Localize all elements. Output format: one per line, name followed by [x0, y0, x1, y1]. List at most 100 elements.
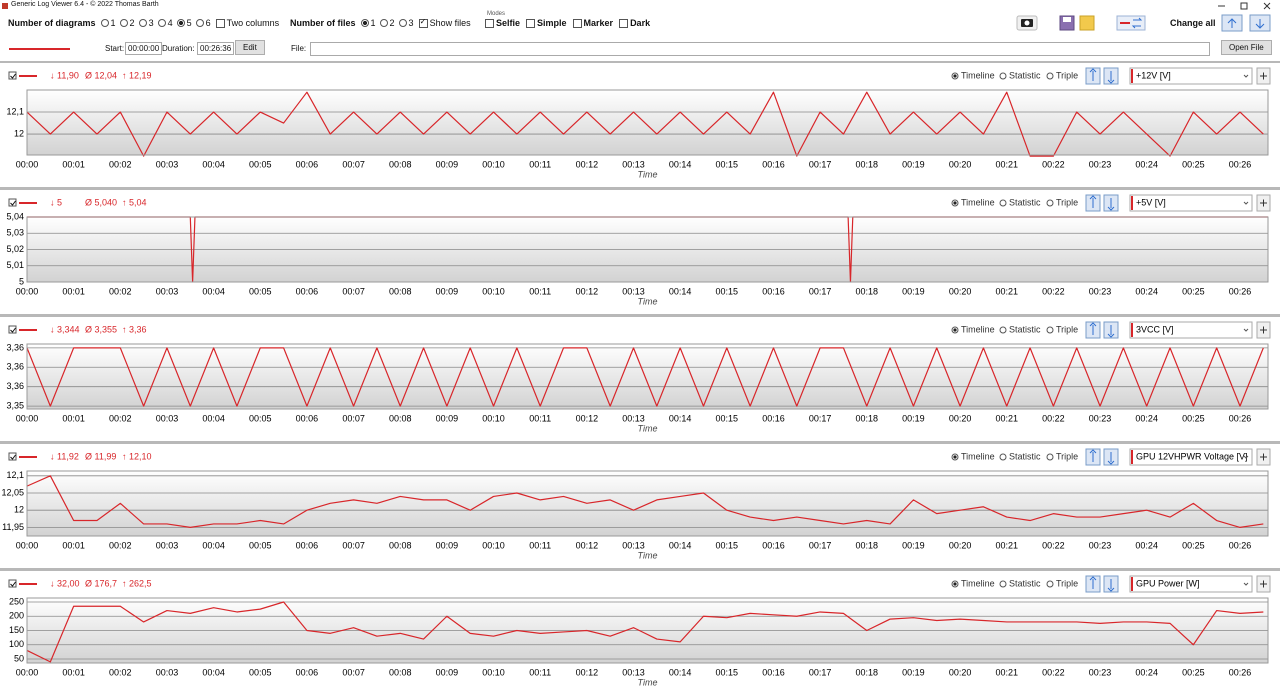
radio-button[interactable] [119, 19, 128, 27]
checkbox-box[interactable] [619, 18, 629, 28]
radio-button[interactable] [999, 580, 1007, 588]
view-mode-label: Statistic [1009, 324, 1041, 334]
x-tick-label: 00:13 [622, 667, 645, 677]
x-tick-label: 00:01 [62, 286, 85, 296]
radio-option[interactable]: 3 [138, 18, 154, 28]
x-tick-label: 00:07 [342, 159, 365, 169]
stat-value: ↓ 5 [50, 197, 62, 207]
radio-button[interactable] [176, 19, 185, 27]
radio-button[interactable] [1046, 72, 1054, 80]
file-field[interactable] [310, 42, 1210, 56]
series-dropdown[interactable] [1129, 321, 1253, 339]
mode-option[interactable]: Simple [526, 18, 567, 28]
plot-border [26, 343, 1269, 410]
radio-button[interactable] [138, 19, 147, 27]
save-button[interactable] [1059, 15, 1075, 31]
series-dropdown[interactable] [1129, 448, 1253, 466]
checkbox-box[interactable] [572, 18, 582, 28]
radio-button[interactable] [1046, 326, 1054, 334]
x-tick-label: 00:01 [62, 413, 85, 423]
mode-option[interactable]: Dark [619, 18, 650, 28]
radio-option[interactable]: 1 [360, 18, 376, 28]
x-tick-label: 00:20 [949, 413, 972, 423]
x-tick-label: 00:08 [389, 413, 412, 423]
label: Number of files [290, 18, 356, 28]
checkbox[interactable]: Two columns [215, 18, 279, 28]
separator [0, 187, 1280, 190]
series-dropdown[interactable] [1129, 67, 1253, 85]
modes-label: Modes [487, 11, 506, 17]
series-color-bar [1131, 323, 1133, 337]
separator [0, 314, 1280, 317]
series-color-bar [1131, 450, 1133, 464]
open-file-button[interactable]: Open File [1221, 40, 1272, 55]
radio-button[interactable] [999, 72, 1007, 80]
stat-value: Ø 5,040 [85, 197, 117, 207]
radio-button[interactable] [999, 453, 1007, 461]
radio-option[interactable]: 5 [176, 18, 192, 28]
series-dropdown[interactable] [1129, 575, 1253, 593]
x-tick-label: 00:25 [1182, 159, 1205, 169]
series-dropdown[interactable] [1129, 194, 1253, 212]
open-button[interactable] [1079, 15, 1095, 31]
camera-button[interactable] [1016, 15, 1038, 31]
edit-button[interactable]: Edit [235, 40, 265, 55]
y-tick-label: 150 [9, 625, 24, 635]
checkbox-box[interactable] [8, 71, 17, 80]
duration-field[interactable]: 00:26:36 [197, 42, 235, 55]
mode-option[interactable]: Marker [572, 18, 613, 28]
x-tick-label: 00:20 [949, 159, 972, 169]
checkbox-box[interactable] [8, 452, 17, 461]
checkbox-box[interactable] [215, 18, 225, 28]
plus-icon [1260, 453, 1267, 461]
x-tick-label: 00:10 [482, 159, 505, 169]
radio-button[interactable] [157, 19, 166, 27]
move-up-all-button[interactable] [1221, 14, 1243, 32]
plot-border [26, 470, 1269, 537]
y-tick-label: 12,1 [6, 106, 24, 116]
radio-option[interactable]: 4 [157, 18, 173, 28]
radio-option[interactable]: 3 [398, 18, 414, 28]
modes-group: Selfie Simple Marker Dark [485, 18, 650, 28]
mode-label: Simple [537, 18, 567, 28]
radio-button[interactable] [1046, 580, 1054, 588]
y-tick-label: 3,35 [6, 400, 24, 410]
plot-border [26, 89, 1269, 156]
x-tick-label: 00:16 [762, 667, 785, 677]
checkbox-box[interactable] [418, 17, 428, 28]
x-tick-label: 00:24 [1135, 286, 1158, 296]
checkbox-box[interactable] [8, 198, 17, 207]
checkbox-box[interactable] [8, 579, 17, 588]
checkbox[interactable]: Show files [418, 17, 471, 28]
radio-button[interactable] [999, 199, 1007, 207]
x-axis-label: Time [638, 169, 658, 179]
dropdown-caret [1243, 201, 1249, 205]
start-field[interactable]: 00:00:00 [125, 42, 163, 55]
radio-button[interactable] [398, 19, 407, 27]
x-tick-label: 00:22 [1042, 540, 1065, 550]
mode-option[interactable]: Selfie [485, 18, 520, 28]
style-button[interactable] [1116, 15, 1146, 31]
radio-button[interactable] [999, 326, 1007, 334]
x-tick-label: 00:23 [1089, 286, 1112, 296]
checkbox-box[interactable] [8, 325, 17, 334]
x-tick-label: 00:25 [1182, 540, 1205, 550]
radio-button[interactable] [360, 19, 369, 27]
data-line [26, 601, 1264, 663]
checkbox-box[interactable] [485, 18, 494, 28]
radio-option[interactable]: 1 [100, 18, 116, 28]
radio-button[interactable] [100, 19, 109, 27]
radio-option[interactable]: 2 [119, 18, 135, 28]
checkbox-box[interactable] [526, 18, 536, 28]
radio-button[interactable] [379, 19, 388, 27]
x-tick-label: 00:22 [1042, 286, 1065, 296]
radio-option[interactable]: 2 [379, 18, 395, 28]
move-down-all-button[interactable] [1249, 14, 1271, 32]
radio-button[interactable] [1046, 453, 1054, 461]
radio-option[interactable]: 6 [195, 18, 211, 28]
plot-border [26, 216, 1269, 283]
radio-button[interactable] [1046, 199, 1054, 207]
y-tick-label: 50 [14, 653, 24, 663]
window-controls[interactable] [1218, 2, 1271, 10]
radio-button[interactable] [195, 19, 204, 27]
